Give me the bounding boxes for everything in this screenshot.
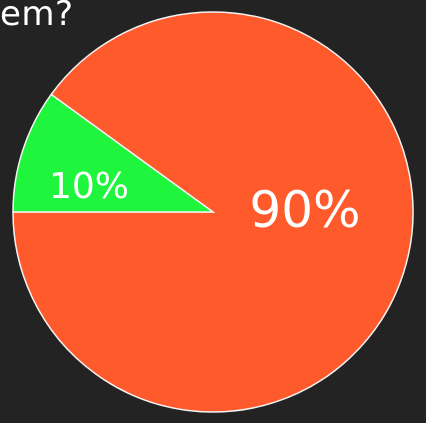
pie-labels: 90% 10% (49, 166, 361, 239)
pie-slices (12, 11, 414, 413)
chart-title: em? (0, 0, 74, 34)
pie-label-10: 10% (49, 166, 129, 207)
pie-slice-10 (12, 93, 216, 213)
pie-label-90: 90% (249, 181, 360, 239)
